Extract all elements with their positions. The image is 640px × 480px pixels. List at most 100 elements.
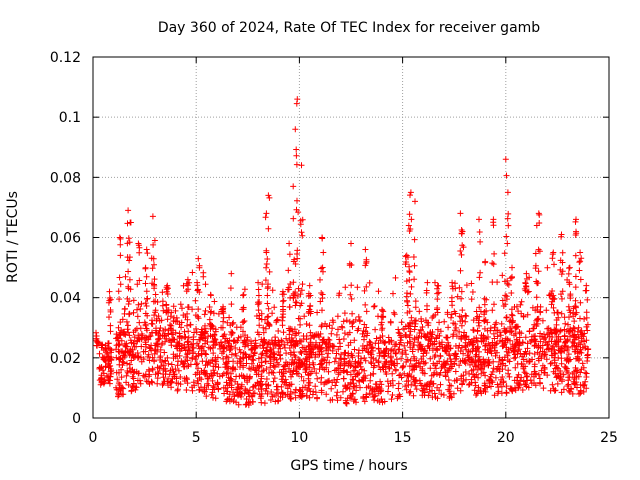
data-point bbox=[115, 288, 122, 295]
data-point bbox=[175, 380, 182, 387]
data-point bbox=[220, 345, 227, 352]
data-point bbox=[307, 302, 314, 309]
data-point bbox=[503, 233, 510, 240]
data-point bbox=[212, 363, 219, 370]
data-point bbox=[376, 350, 383, 357]
data-point bbox=[460, 350, 467, 357]
data-point bbox=[553, 321, 560, 328]
data-point bbox=[134, 306, 140, 313]
data-point bbox=[285, 267, 292, 274]
data-point bbox=[554, 373, 561, 380]
data-point bbox=[498, 376, 504, 383]
data-point bbox=[143, 273, 150, 280]
data-point bbox=[398, 319, 405, 326]
data-point bbox=[516, 339, 523, 346]
data-point bbox=[532, 336, 539, 343]
data-point bbox=[196, 262, 203, 269]
data-point bbox=[443, 334, 450, 341]
data-point bbox=[531, 363, 538, 370]
data-point bbox=[497, 332, 504, 339]
data-point bbox=[199, 329, 206, 336]
data-point bbox=[305, 382, 312, 389]
data-point bbox=[116, 274, 123, 281]
data-point bbox=[557, 375, 564, 382]
data-points bbox=[93, 96, 592, 409]
data-point bbox=[484, 349, 491, 356]
data-point bbox=[363, 308, 370, 315]
data-point bbox=[254, 329, 261, 336]
data-point bbox=[258, 375, 265, 382]
data-point bbox=[243, 360, 250, 367]
data-point bbox=[526, 358, 533, 365]
data-point bbox=[118, 348, 124, 355]
data-point bbox=[137, 380, 144, 387]
data-point bbox=[323, 364, 330, 371]
data-point bbox=[297, 315, 304, 322]
data-point bbox=[325, 368, 332, 375]
data-point bbox=[247, 353, 254, 360]
data-point bbox=[423, 289, 430, 296]
data-point bbox=[503, 327, 509, 334]
axis-ticks: 0 5 10 15 20 25 0 0.02 0.04 0.06 0.08 0.1 0.12 bbox=[50, 50, 618, 446]
data-point bbox=[144, 250, 151, 257]
data-point bbox=[385, 383, 392, 390]
data-point bbox=[258, 382, 264, 389]
data-point bbox=[130, 369, 137, 376]
data-point bbox=[571, 369, 578, 375]
data-point bbox=[520, 378, 527, 385]
data-point bbox=[123, 343, 130, 350]
data-point bbox=[551, 261, 557, 268]
data-point bbox=[511, 355, 518, 362]
data-point bbox=[403, 333, 410, 340]
data-point bbox=[235, 384, 242, 391]
data-point bbox=[392, 366, 399, 373]
data-point bbox=[502, 362, 509, 369]
data-point bbox=[293, 299, 300, 306]
data-point bbox=[160, 380, 167, 387]
data-point bbox=[207, 325, 214, 332]
data-point bbox=[343, 400, 350, 407]
data-point bbox=[342, 284, 349, 291]
data-point bbox=[195, 255, 202, 262]
data-point bbox=[582, 369, 589, 376]
data-point bbox=[93, 329, 99, 336]
data-point bbox=[246, 393, 253, 400]
data-point bbox=[214, 379, 221, 386]
data-point bbox=[405, 373, 412, 380]
data-point bbox=[523, 270, 530, 277]
data-point bbox=[271, 375, 278, 382]
data-point bbox=[210, 382, 217, 389]
data-point bbox=[441, 364, 448, 371]
data-point bbox=[452, 368, 459, 375]
data-point bbox=[451, 360, 458, 367]
data-point bbox=[481, 334, 488, 341]
y-axis-label: ROTI / TECUs bbox=[5, 191, 21, 283]
data-point bbox=[108, 370, 115, 377]
data-point bbox=[433, 371, 440, 377]
data-point bbox=[103, 372, 110, 379]
x-tick-label: 10 bbox=[290, 430, 308, 446]
data-point bbox=[240, 291, 247, 298]
data-point bbox=[432, 279, 438, 286]
data-point bbox=[184, 351, 191, 358]
data-point bbox=[236, 373, 243, 380]
data-point bbox=[98, 344, 105, 351]
data-point bbox=[584, 327, 591, 334]
data-point bbox=[565, 374, 572, 381]
data-point bbox=[534, 307, 540, 313]
data-point bbox=[469, 359, 475, 366]
data-point bbox=[468, 376, 475, 383]
data-point bbox=[401, 370, 408, 377]
data-point bbox=[164, 291, 171, 297]
data-point bbox=[484, 384, 491, 391]
data-point bbox=[452, 280, 458, 287]
data-point bbox=[508, 290, 515, 296]
data-point bbox=[255, 307, 262, 314]
data-point bbox=[539, 317, 546, 324]
data-point bbox=[127, 286, 134, 293]
data-point bbox=[515, 341, 522, 348]
data-point bbox=[340, 318, 347, 325]
data-point bbox=[518, 374, 525, 381]
data-point bbox=[180, 312, 187, 319]
data-point bbox=[136, 249, 143, 256]
